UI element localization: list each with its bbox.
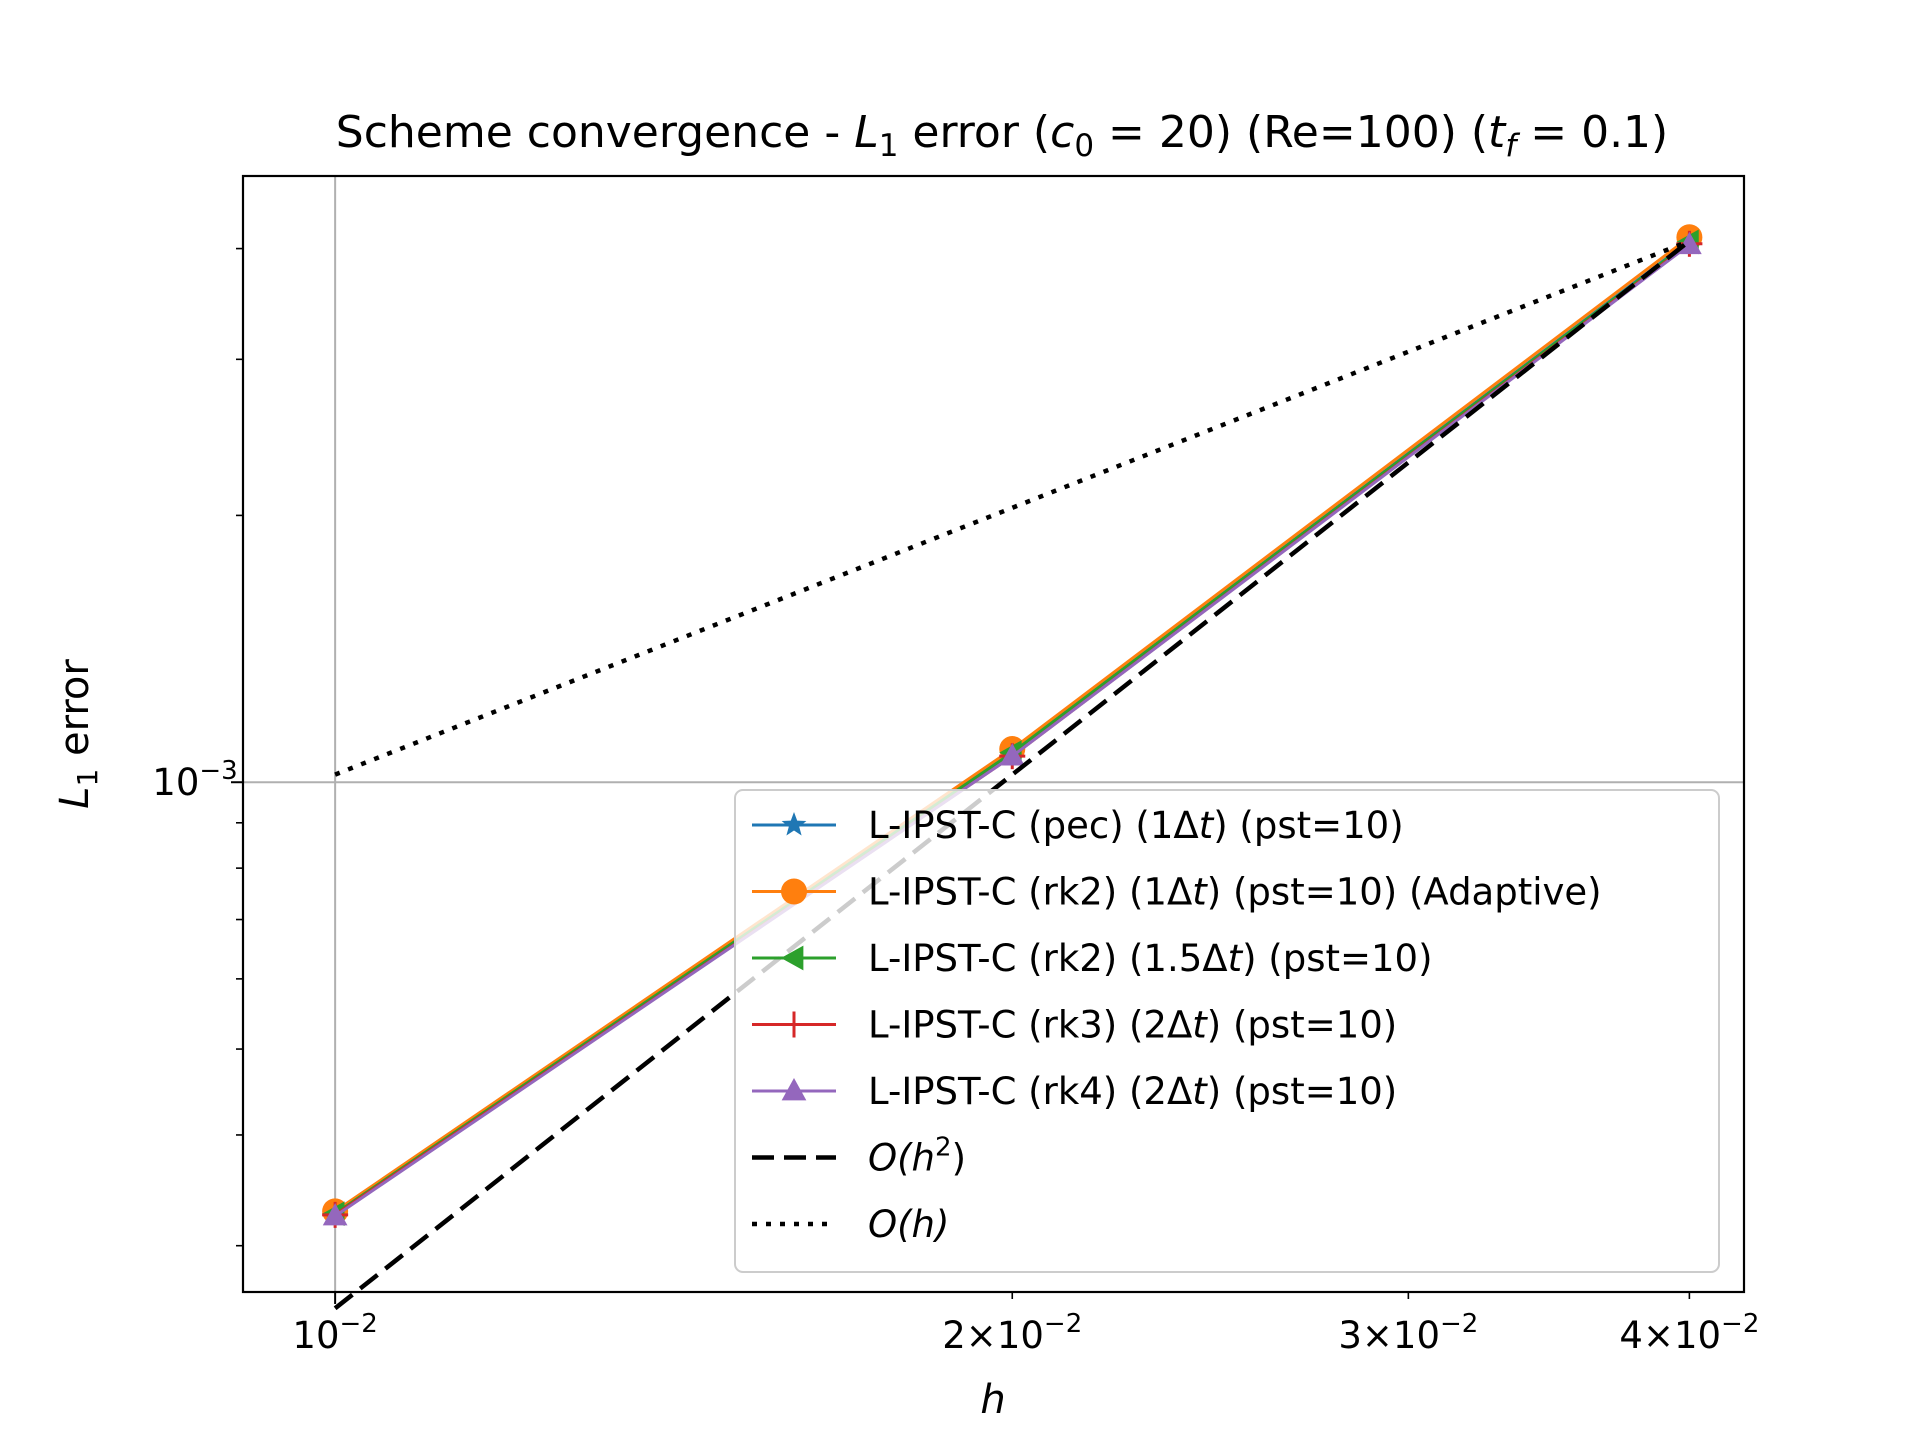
y-tick-label: 10−3: [152, 756, 237, 804]
legend: L-IPST-C (pec) (1Δt) (pst=10) L-IPST-C (r…: [734, 789, 1720, 1273]
legend-marker: [781, 1011, 807, 1038]
x-tick-label: 3×10−2: [1338, 1309, 1478, 1357]
grid-lines: [243, 176, 1744, 1292]
data-point-series-5: [999, 743, 1025, 766]
data-point-series-5: [322, 1203, 348, 1226]
legend-marker: [781, 1078, 807, 1101]
y-axis-label: L1 error: [52, 659, 104, 809]
legend-entry-1: L-IPST-C (pec) (1Δt) (pst=10): [752, 804, 1404, 847]
legend-entry-7: O(h): [752, 1203, 949, 1246]
series-line-7: [334, 238, 1691, 777]
legend-label: O(h2): [868, 1133, 966, 1180]
legend-label: L-IPST-C (pec) (1Δt) (pst=10): [868, 804, 1404, 847]
plot-area-frame: [241, 174, 1746, 1294]
legend-entry-2: L-IPST-C (rk2) (1Δt) (pst=10) (Adaptive): [752, 871, 1602, 914]
legend-marker: [781, 945, 804, 971]
legend-marker: [781, 878, 807, 905]
legend-frame: [734, 789, 1720, 1273]
legend-entry-4: L-IPST-C (rk3) (2Δt) (pst=10): [752, 1004, 1397, 1047]
legend-label: L-IPST-C (rk4) (2Δt) (pst=10): [868, 1070, 1397, 1113]
x-tick-label: 2×10−2: [942, 1309, 1082, 1357]
legend-entry-5: L-IPST-C (rk4) (2Δt) (pst=10): [752, 1070, 1397, 1113]
chart-title: Scheme convergence - L1 error (c0 = 20) …: [336, 107, 1668, 164]
legend-marker: [781, 812, 807, 836]
legend-entries: L-IPST-C (pec) (1Δt) (pst=10) L-IPST-C (r…: [752, 804, 1602, 1246]
x-axis-label: h: [980, 1377, 1005, 1423]
legend-label: L-IPST-C (rk2) (1.5Δt) (pst=10): [868, 937, 1433, 980]
x-tick-label: 10−2: [292, 1309, 377, 1357]
legend-label: L-IPST-C (rk3) (2Δt) (pst=10): [868, 1004, 1397, 1047]
series-lines: [322, 224, 1703, 1311]
legend-label: O(h): [868, 1203, 949, 1246]
legend-label: L-IPST-C (rk2) (1Δt) (pst=10) (Adaptive): [868, 871, 1602, 914]
x-tick-label: 4×10−2: [1619, 1309, 1759, 1357]
legend-entry-6: O(h2): [752, 1133, 966, 1180]
legend-entry-3: L-IPST-C (rk2) (1.5Δt) (pst=10): [752, 937, 1433, 980]
axis-ticks: 10−2 2×10−2 3×10−2 4×10−2 10−3: [152, 247, 1759, 1357]
